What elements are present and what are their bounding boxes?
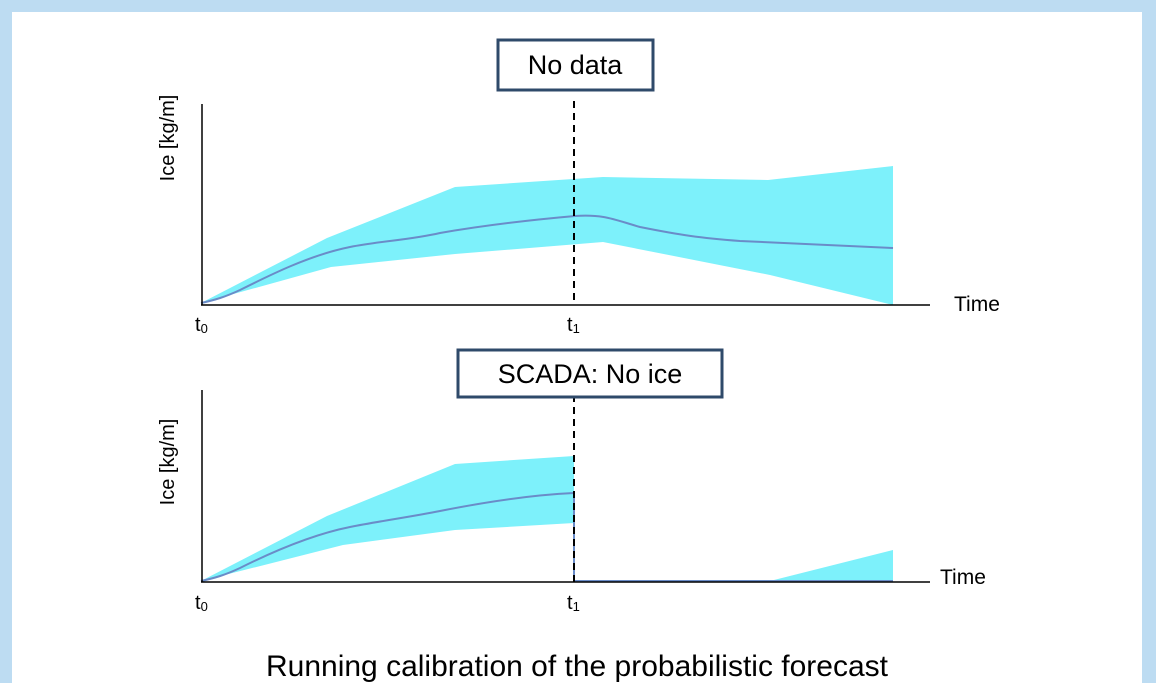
x-axis-label: Time	[954, 293, 1000, 316]
t0-label: t0	[195, 314, 208, 336]
recalibrated-band	[770, 550, 893, 581]
y-axis-label: Ice [kg/m]	[157, 419, 179, 506]
median-forecast-line	[200, 214, 894, 304]
median-forecast-line	[200, 491, 893, 582]
t1-label: t1	[567, 592, 580, 614]
x-axis-label: Time	[940, 566, 986, 589]
status-box	[456, 348, 724, 399]
panel-no-data: No data Ice [kg/m] Time t0 t1	[157, 38, 1000, 336]
status-box-label: SCADA: No ice	[498, 359, 683, 389]
diagram-card	[12, 12, 1142, 683]
uncertainty-band	[201, 456, 574, 581]
t1-label: t1	[567, 314, 580, 336]
status-box	[496, 38, 655, 92]
status-box-label: No data	[528, 50, 624, 80]
diagram-caption: Running calibration of the probabilistic…	[266, 650, 889, 683]
uncertainty-band	[201, 166, 893, 305]
y-axis-label: Ice [kg/m]	[157, 95, 179, 182]
panel-scada-no-ice: SCADA: No ice Ice [kg/m] Time t0 t1	[157, 348, 986, 614]
t0-label: t0	[195, 592, 208, 614]
